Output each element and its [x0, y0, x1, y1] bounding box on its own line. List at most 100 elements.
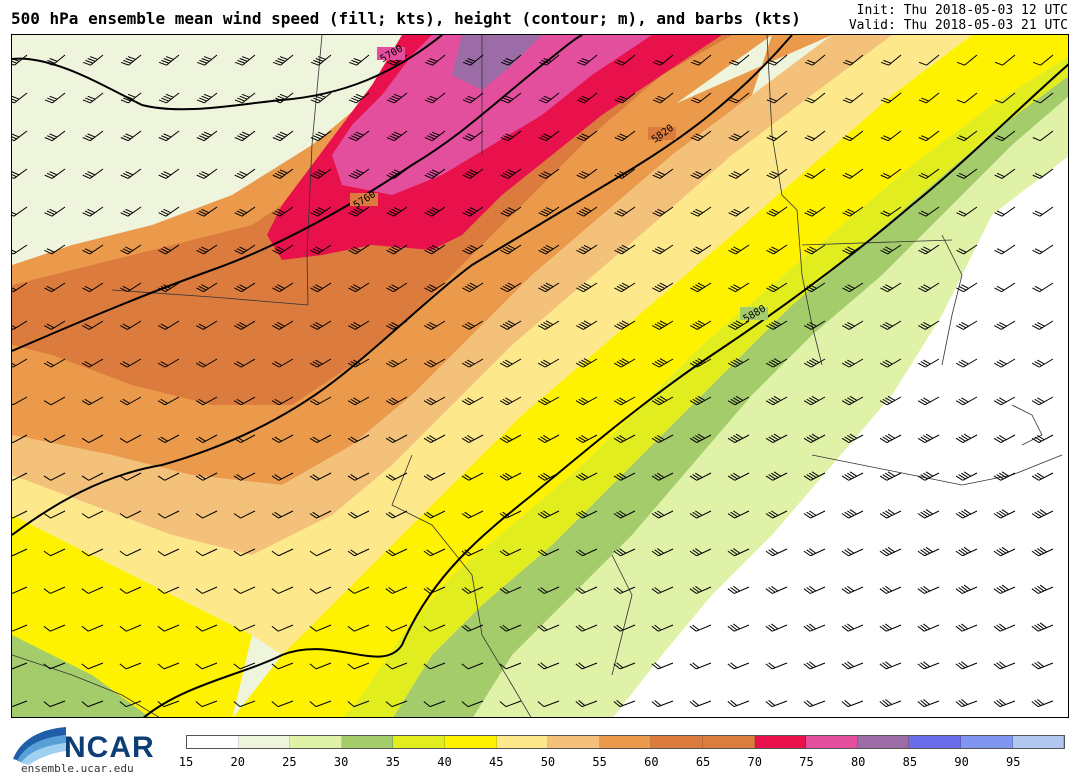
wind-barb — [233, 586, 256, 594]
wind-barb — [955, 698, 978, 708]
wind-barb — [727, 585, 750, 594]
wind-barb — [727, 358, 750, 368]
wind-barb — [1032, 282, 1054, 293]
colorbar-swatch — [806, 736, 858, 748]
wind-barb — [234, 320, 256, 330]
wind-barb — [766, 92, 788, 104]
wind-barb — [727, 623, 750, 632]
wind-barb — [309, 472, 332, 481]
wind-barb — [196, 244, 218, 255]
wind-barb — [423, 700, 446, 708]
wind-barb — [386, 282, 408, 293]
wind-barb — [310, 92, 332, 104]
wind-barb — [538, 206, 560, 217]
colorbar-swatch — [290, 736, 342, 748]
wind-barb — [766, 168, 788, 179]
wind-barb — [157, 586, 180, 594]
wind-barb — [158, 320, 180, 330]
wind-barb — [538, 92, 560, 104]
contour-labels: 5700 5760 5820 5880 — [350, 43, 768, 325]
wind-barb — [424, 92, 446, 104]
wind-barb — [82, 92, 104, 104]
wind-barb — [272, 320, 294, 330]
wind-barb — [575, 510, 598, 519]
wind-barb — [956, 92, 978, 104]
wind-barb — [195, 472, 218, 481]
wind-barb — [43, 358, 66, 368]
wind-barb — [310, 244, 332, 255]
wind-barb — [652, 54, 674, 66]
wind-barb — [348, 282, 370, 293]
wind-barb — [841, 471, 864, 481]
wind-barb — [613, 662, 636, 670]
wind-barb — [82, 244, 104, 255]
wind-barb — [652, 282, 674, 293]
wind-barb — [841, 585, 864, 594]
wind-barb — [727, 433, 750, 444]
colorbar-tick-label: 20 — [230, 755, 245, 769]
wind-barb — [765, 433, 788, 444]
wind-barb — [689, 624, 712, 632]
wind-barb — [271, 586, 294, 594]
wind-barb — [841, 509, 864, 519]
colorbar-tick-label: 25 — [282, 755, 297, 769]
wind-barb — [728, 130, 750, 142]
wind-barb — [728, 206, 750, 217]
wind-barb — [500, 168, 522, 179]
wind-barb — [272, 244, 294, 255]
wind-barb — [613, 510, 636, 519]
wind-barb — [157, 434, 180, 444]
wind-barb — [841, 700, 864, 708]
wind-barb — [994, 130, 1016, 142]
wind-barb — [461, 510, 484, 519]
wind-barb — [1031, 472, 1054, 481]
wind-barb — [272, 282, 294, 293]
band-50-55 — [12, 35, 892, 555]
wind-barb — [12, 396, 28, 406]
wind-barb — [43, 662, 66, 670]
wind-barb — [309, 434, 332, 444]
wind-barb — [689, 662, 712, 670]
wind-barb — [309, 700, 332, 708]
wind-barb — [233, 396, 256, 406]
wind-barb — [347, 586, 370, 594]
logo-url: ensemble.ucar.edu — [21, 762, 134, 775]
colorbar-tick-label: 90 — [954, 755, 969, 769]
wind-barb — [347, 624, 370, 632]
colorbar-swatch — [393, 736, 445, 748]
wind-barb — [119, 396, 142, 406]
wind-barb — [651, 662, 674, 670]
wind-barb — [538, 130, 560, 142]
wind-barb — [348, 244, 370, 255]
wind-barb — [842, 168, 864, 179]
wind-barb — [12, 320, 28, 330]
wind-barb — [803, 700, 826, 708]
wind-barb — [803, 661, 826, 670]
wind-barb — [347, 510, 370, 519]
colorbar-swatch — [651, 736, 703, 748]
wind-barb — [462, 168, 484, 179]
wind-barb — [44, 92, 66, 104]
wind-barb — [956, 206, 978, 217]
wind-barb — [500, 282, 522, 293]
wind-barb — [766, 206, 788, 217]
wind-barb — [575, 396, 598, 406]
wind-barb — [462, 320, 484, 330]
wind-barb — [120, 282, 142, 293]
wind-barb — [614, 282, 636, 293]
logo-swoosh-3 — [21, 743, 66, 765]
wind-barb — [1031, 622, 1054, 632]
wind-barb — [993, 661, 1016, 670]
wind-barb — [310, 130, 332, 142]
wind-barb — [82, 168, 104, 179]
wind-barb — [82, 54, 104, 66]
wind-barb — [157, 472, 180, 481]
wind-barb — [119, 662, 142, 670]
wind-barb — [424, 168, 446, 179]
wind-barb — [537, 396, 560, 406]
colorbar-swatch — [496, 736, 549, 748]
wind-barb — [348, 168, 370, 179]
wind-barb — [803, 510, 826, 519]
wind-barb — [43, 510, 66, 519]
wind-barb — [81, 548, 104, 557]
